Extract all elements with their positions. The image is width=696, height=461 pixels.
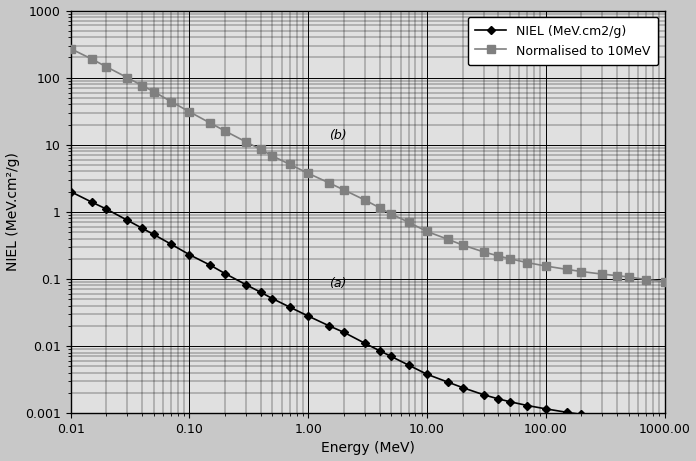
Normalised to 10MeV [459,242,467,248]
NIEL (MeV.cm2/g) [361,341,369,346]
Text: (a): (a) [329,278,347,290]
NIEL (MeV.cm2/g) [404,362,413,368]
NIEL (MeV.cm2/g) [185,252,193,257]
Normalised to 10MeV [376,205,384,211]
Normalised to 10MeV [285,162,294,167]
NIEL (MeV.cm2/g) [523,403,532,408]
NIEL (MeV.cm2/g) [599,414,607,420]
Normalised to 10MeV [613,273,622,278]
NIEL (MeV.cm2/g) [613,416,622,421]
NIEL (MeV.cm2/g) [642,420,650,425]
NIEL (MeV.cm2/g) [340,330,348,335]
Normalised to 10MeV [242,139,251,145]
Line: NIEL (MeV.cm2/g): NIEL (MeV.cm2/g) [68,189,667,428]
X-axis label: Energy (MeV): Energy (MeV) [321,442,415,455]
Normalised to 10MeV [221,128,230,134]
NIEL (MeV.cm2/g) [123,218,132,223]
Normalised to 10MeV [480,249,488,254]
Y-axis label: NIEL (MeV.cm²/g): NIEL (MeV.cm²/g) [6,153,19,272]
NIEL (MeV.cm2/g) [444,379,452,385]
Normalised to 10MeV [304,171,313,176]
NIEL (MeV.cm2/g) [138,225,146,231]
Normalised to 10MeV [185,109,193,114]
Normalised to 10MeV [661,279,669,284]
NIEL (MeV.cm2/g) [285,304,294,310]
NIEL (MeV.cm2/g) [206,262,214,268]
NIEL (MeV.cm2/g) [387,354,395,359]
NIEL (MeV.cm2/g) [494,396,503,402]
Normalised to 10MeV [123,75,132,80]
NIEL (MeV.cm2/g) [268,296,276,301]
Normalised to 10MeV [599,272,607,277]
NIEL (MeV.cm2/g) [67,189,75,195]
Normalised to 10MeV [642,277,650,282]
NIEL (MeV.cm2/g) [242,282,251,288]
Normalised to 10MeV [494,253,503,259]
NIEL (MeV.cm2/g) [480,392,488,397]
NIEL (MeV.cm2/g) [577,412,585,417]
NIEL (MeV.cm2/g) [150,232,158,237]
NIEL (MeV.cm2/g) [167,242,175,247]
Normalised to 10MeV [387,211,395,217]
NIEL (MeV.cm2/g) [459,385,467,390]
Normalised to 10MeV [340,187,348,193]
Legend: NIEL (MeV.cm2/g), Normalised to 10MeV: NIEL (MeV.cm2/g), Normalised to 10MeV [468,17,658,65]
NIEL (MeV.cm2/g) [257,290,265,295]
NIEL (MeV.cm2/g) [422,372,431,377]
NIEL (MeV.cm2/g) [304,313,313,319]
NIEL (MeV.cm2/g) [562,409,571,415]
NIEL (MeV.cm2/g) [661,422,669,428]
NIEL (MeV.cm2/g) [541,406,550,412]
Normalised to 10MeV [404,219,413,225]
NIEL (MeV.cm2/g) [102,207,111,212]
Normalised to 10MeV [88,56,96,62]
Normalised to 10MeV [257,147,265,152]
Line: Normalised to 10MeV: Normalised to 10MeV [67,45,668,285]
Normalised to 10MeV [138,83,146,89]
Normalised to 10MeV [562,266,571,272]
Normalised to 10MeV [167,99,175,104]
Normalised to 10MeV [444,236,452,242]
Normalised to 10MeV [523,260,532,266]
Normalised to 10MeV [325,180,333,186]
NIEL (MeV.cm2/g) [88,199,96,205]
Normalised to 10MeV [361,197,369,203]
Normalised to 10MeV [422,229,431,234]
NIEL (MeV.cm2/g) [221,271,230,277]
Normalised to 10MeV [268,153,276,159]
NIEL (MeV.cm2/g) [506,399,514,404]
Normalised to 10MeV [150,89,158,95]
NIEL (MeV.cm2/g) [376,348,384,354]
NIEL (MeV.cm2/g) [624,417,633,423]
Normalised to 10MeV [102,64,111,70]
NIEL (MeV.cm2/g) [325,323,333,329]
Normalised to 10MeV [577,269,585,274]
Normalised to 10MeV [624,274,633,280]
Normalised to 10MeV [67,46,75,52]
Normalised to 10MeV [206,120,214,126]
Normalised to 10MeV [541,263,550,269]
Text: (b): (b) [329,130,347,142]
Normalised to 10MeV [506,256,514,261]
